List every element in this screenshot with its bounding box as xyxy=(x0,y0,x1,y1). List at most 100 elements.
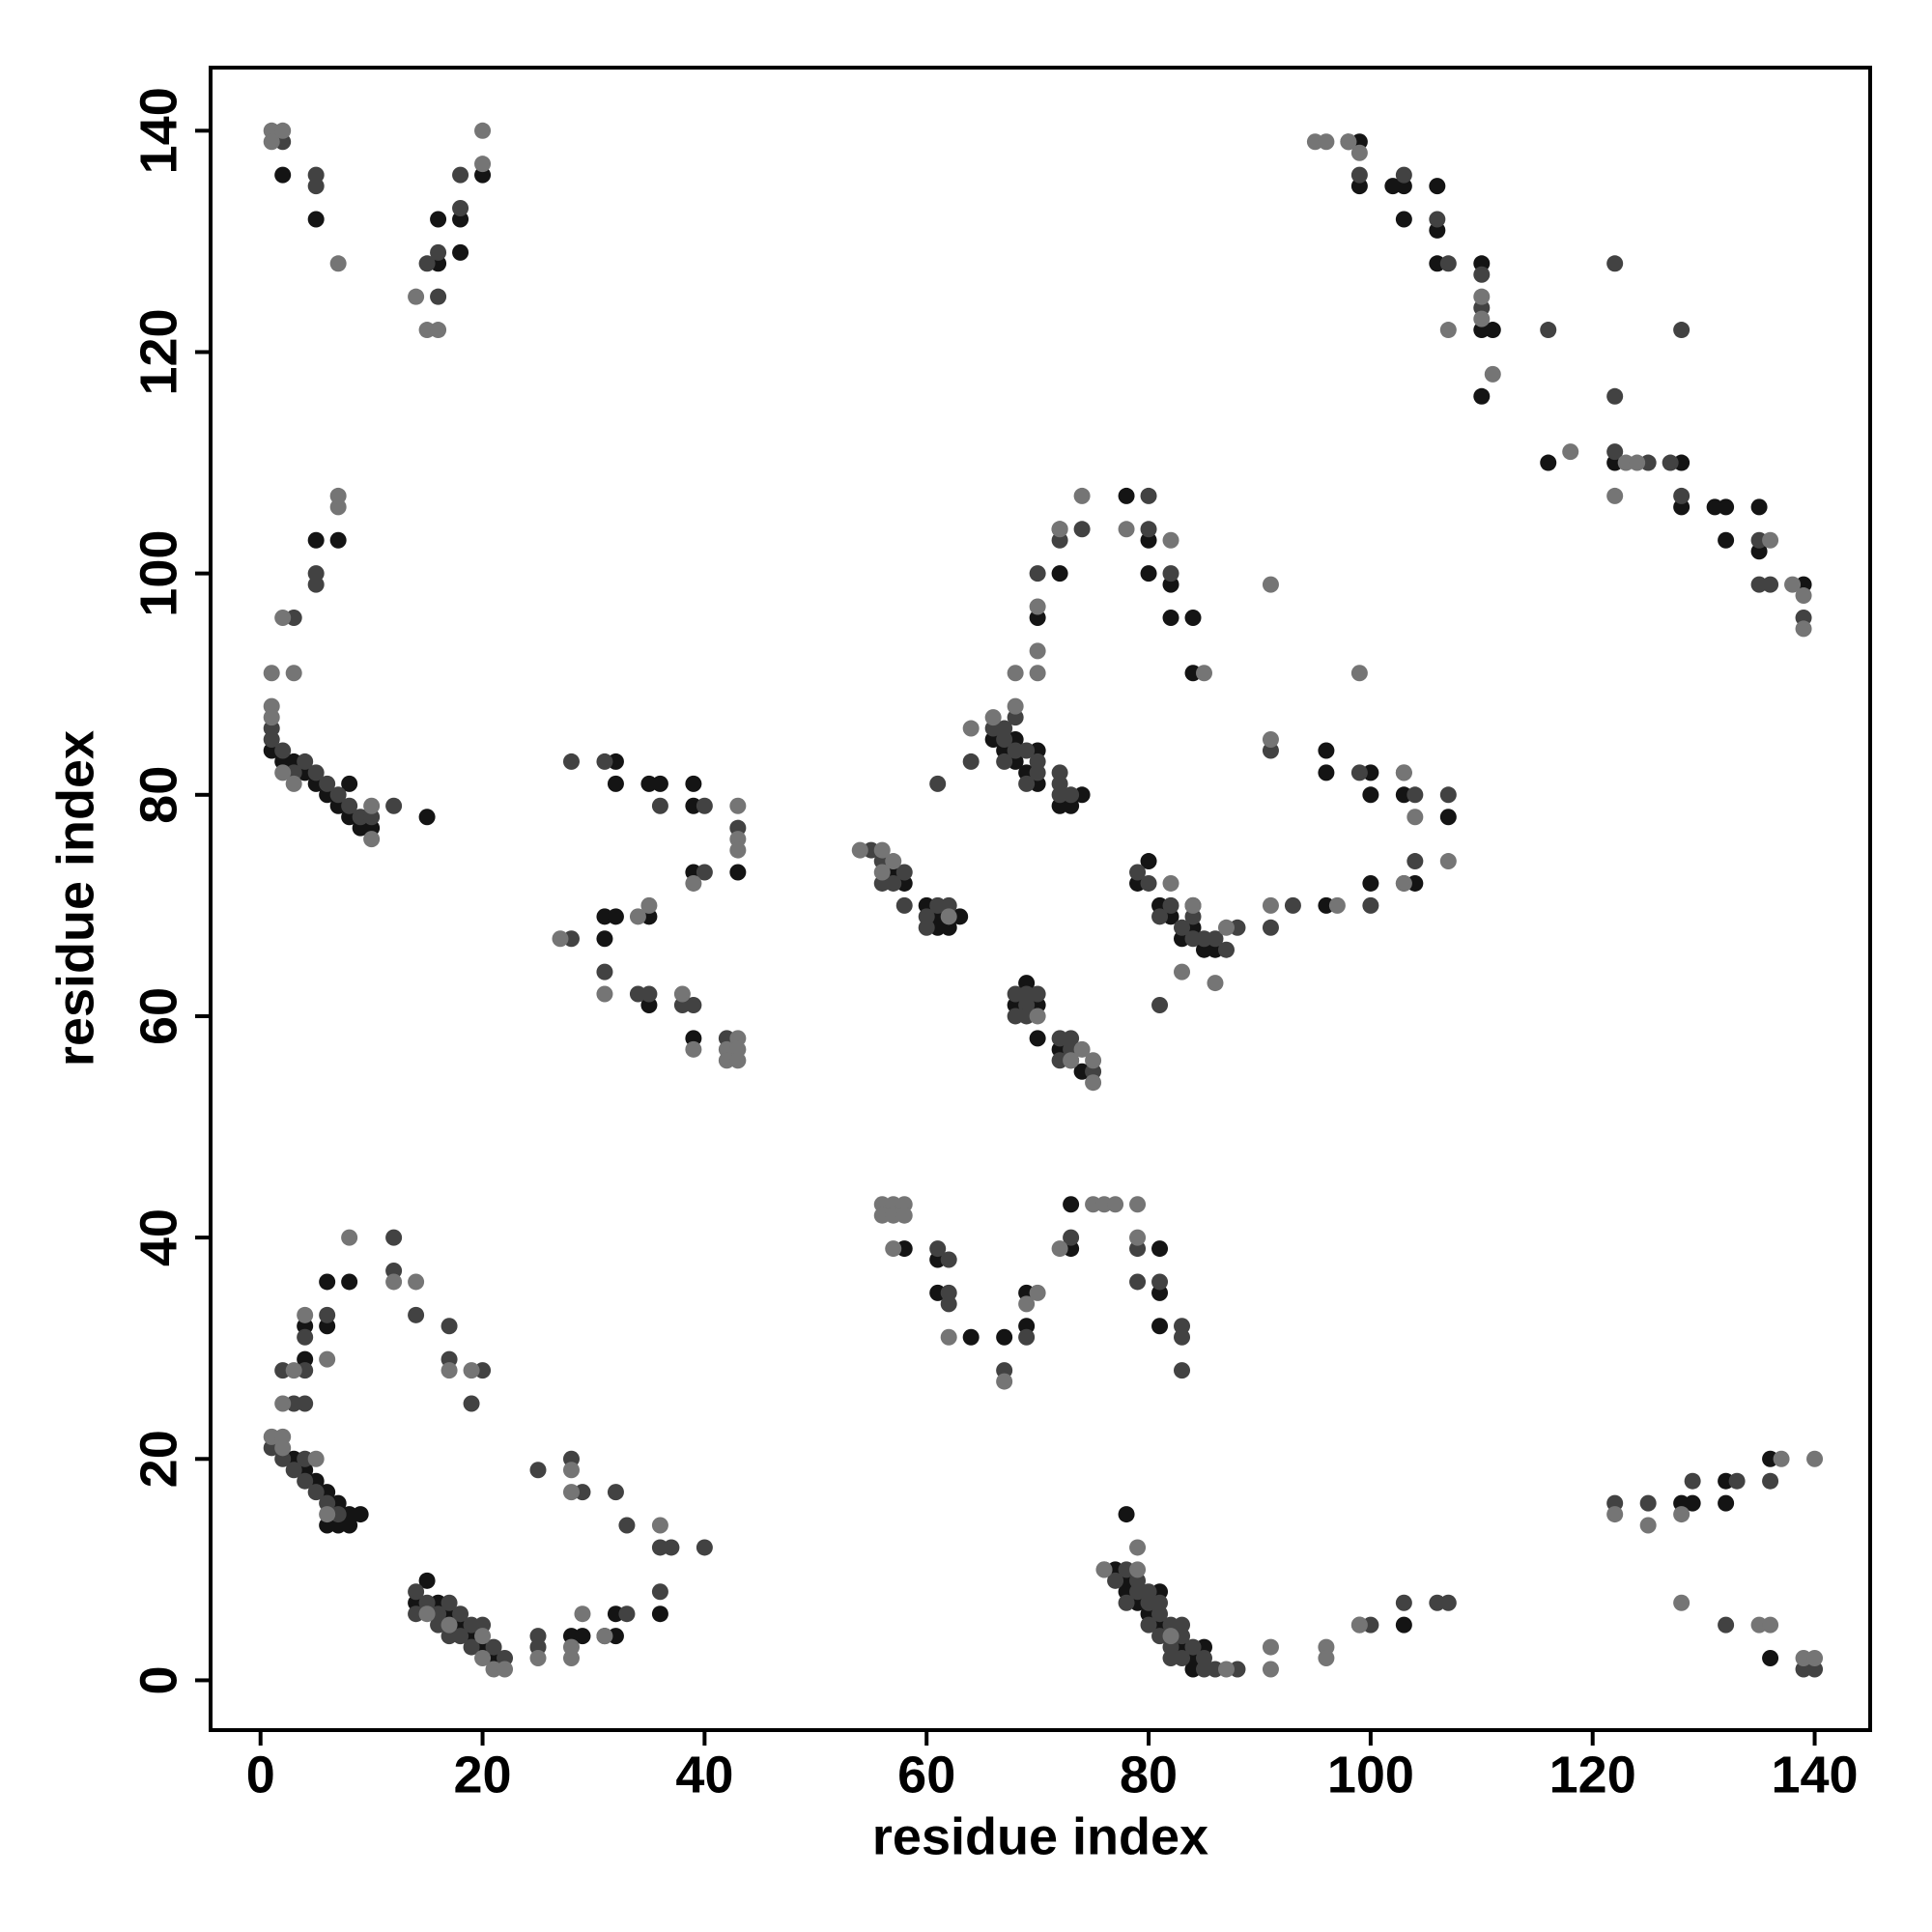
point xyxy=(329,255,347,272)
point xyxy=(418,255,436,272)
point xyxy=(673,985,691,1003)
point xyxy=(1029,1008,1046,1025)
point xyxy=(430,288,447,305)
point xyxy=(1162,874,1179,892)
point xyxy=(1118,521,1135,538)
point xyxy=(1007,665,1024,682)
point xyxy=(307,1450,325,1467)
point xyxy=(873,864,891,881)
point xyxy=(274,742,292,759)
point xyxy=(1318,1650,1335,1667)
point xyxy=(1540,454,1557,471)
point xyxy=(1395,166,1412,184)
point xyxy=(307,1484,325,1501)
point xyxy=(1129,1196,1147,1213)
point xyxy=(341,1273,358,1291)
point xyxy=(1439,853,1457,870)
point xyxy=(1129,1561,1147,1578)
point xyxy=(307,531,325,549)
point xyxy=(297,1395,314,1412)
point xyxy=(452,243,469,261)
point xyxy=(1140,1616,1157,1634)
point xyxy=(1063,1229,1080,1246)
point xyxy=(1673,322,1690,339)
point xyxy=(1174,1328,1191,1346)
point xyxy=(307,178,325,195)
point xyxy=(1350,764,1368,781)
point xyxy=(1018,1295,1036,1313)
point xyxy=(596,1628,613,1645)
point xyxy=(895,1207,913,1224)
point xyxy=(1629,454,1646,471)
point xyxy=(996,731,1013,749)
x-tick-label: 120 xyxy=(1549,1746,1636,1804)
y-tick-label: 140 xyxy=(129,87,187,174)
point xyxy=(1118,1594,1135,1611)
point xyxy=(352,1506,369,1523)
point xyxy=(263,709,280,726)
point xyxy=(341,797,358,814)
point xyxy=(1140,874,1157,892)
point xyxy=(1673,487,1690,504)
point xyxy=(1107,1572,1124,1589)
point xyxy=(474,122,492,139)
point xyxy=(1395,1616,1412,1634)
point xyxy=(1207,930,1224,948)
point xyxy=(1473,288,1491,305)
point xyxy=(1606,387,1624,405)
x-tick-label: 140 xyxy=(1771,1746,1858,1804)
point xyxy=(1439,255,1457,272)
point xyxy=(885,1240,902,1258)
y-axis-title: residue index xyxy=(46,730,104,1066)
point xyxy=(452,166,469,184)
point xyxy=(452,200,469,217)
point xyxy=(274,1395,292,1412)
point xyxy=(363,831,381,848)
point xyxy=(1318,742,1335,759)
point xyxy=(1284,896,1301,914)
point xyxy=(1439,1594,1457,1611)
point xyxy=(1262,1638,1279,1656)
point xyxy=(1484,365,1501,383)
point xyxy=(385,1273,403,1291)
point xyxy=(1140,853,1157,870)
point xyxy=(529,1650,547,1667)
point xyxy=(1718,1494,1735,1512)
y-tick-label: 60 xyxy=(129,987,187,1045)
point xyxy=(307,211,325,228)
point xyxy=(1129,1539,1147,1556)
y-tick-label: 80 xyxy=(129,766,187,824)
point xyxy=(1174,1362,1191,1379)
point xyxy=(529,1462,547,1479)
point xyxy=(1439,786,1457,804)
point xyxy=(651,1583,668,1601)
point xyxy=(1118,1506,1135,1523)
point xyxy=(1429,178,1446,195)
point xyxy=(1673,1594,1690,1611)
point xyxy=(1051,1240,1068,1258)
point xyxy=(1762,1616,1779,1634)
point xyxy=(1129,1273,1147,1291)
point xyxy=(1184,896,1202,914)
point xyxy=(929,775,947,792)
point xyxy=(285,665,302,682)
point xyxy=(1718,1616,1735,1634)
point xyxy=(274,166,292,184)
point xyxy=(474,1628,492,1645)
point xyxy=(1639,1517,1657,1534)
point xyxy=(1063,786,1080,804)
point xyxy=(1795,587,1812,605)
point xyxy=(1318,133,1335,151)
point xyxy=(1162,531,1179,549)
point xyxy=(485,1638,502,1656)
point xyxy=(329,786,347,804)
point xyxy=(1029,642,1046,660)
point xyxy=(1118,487,1135,504)
point xyxy=(1029,1030,1046,1047)
point xyxy=(1718,498,1735,516)
point xyxy=(1328,896,1346,914)
point xyxy=(1162,609,1179,626)
point xyxy=(474,1650,492,1667)
point xyxy=(729,841,747,859)
